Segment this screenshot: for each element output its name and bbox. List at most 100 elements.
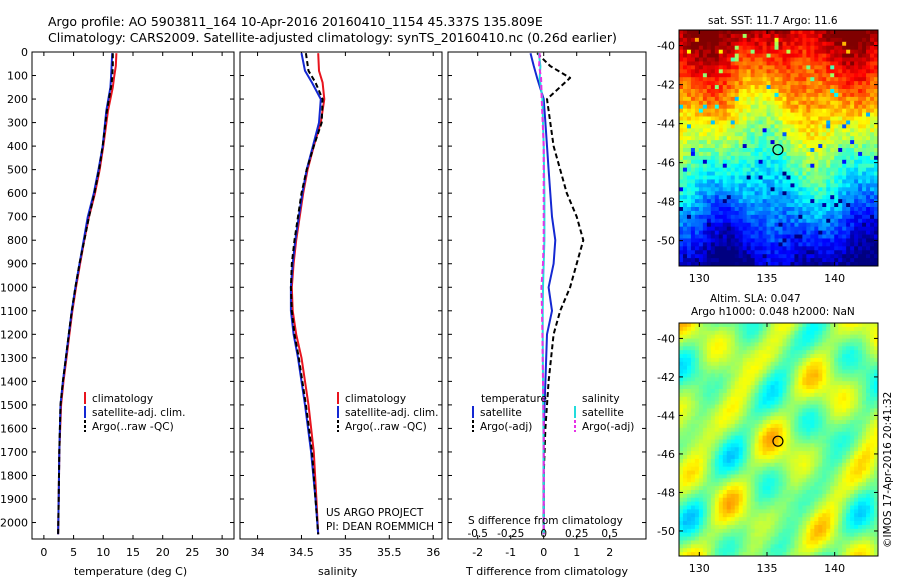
map-cell bbox=[786, 346, 791, 351]
map-cell bbox=[762, 45, 767, 51]
map-cell bbox=[706, 175, 712, 180]
map-cell bbox=[710, 49, 716, 54]
map-cell bbox=[874, 104, 879, 110]
map-cell bbox=[838, 104, 843, 110]
map-cell bbox=[726, 254, 732, 259]
map-cell bbox=[854, 400, 859, 405]
map-cell bbox=[762, 53, 767, 58]
map-cell bbox=[866, 187, 871, 192]
map-cell bbox=[782, 163, 787, 169]
map-cell bbox=[814, 89, 819, 94]
map-cell bbox=[870, 250, 875, 255]
map-cell bbox=[686, 350, 692, 355]
map-cell bbox=[794, 69, 799, 74]
map-cell bbox=[730, 447, 736, 452]
map-cell bbox=[834, 435, 839, 440]
map-cell bbox=[702, 128, 708, 133]
map-cell bbox=[814, 392, 819, 398]
map-cell bbox=[802, 431, 807, 437]
map-cell bbox=[810, 246, 815, 251]
map-cell bbox=[798, 65, 803, 70]
map-cell bbox=[834, 404, 839, 409]
map-cell bbox=[698, 226, 704, 231]
map-cell bbox=[830, 73, 835, 78]
map-cell bbox=[818, 171, 823, 176]
map-cell bbox=[682, 132, 688, 137]
map-cell bbox=[686, 155, 692, 161]
map-cell bbox=[686, 183, 692, 188]
map-cell bbox=[762, 57, 767, 62]
map-cell bbox=[810, 100, 815, 106]
map-cell bbox=[770, 203, 775, 208]
map-cell bbox=[766, 330, 771, 336]
map-cell bbox=[730, 218, 736, 224]
map-cell bbox=[790, 396, 795, 402]
map-cell bbox=[818, 112, 823, 117]
map-cell bbox=[694, 431, 700, 437]
map-cell bbox=[810, 373, 815, 378]
map-cell bbox=[790, 175, 795, 180]
map-cell bbox=[790, 108, 795, 113]
map-cell bbox=[806, 49, 811, 54]
map-cell bbox=[679, 167, 684, 172]
map-cell bbox=[750, 323, 756, 328]
map-cell bbox=[770, 183, 775, 188]
map-cell bbox=[682, 262, 688, 267]
map-cell bbox=[718, 65, 724, 70]
map-cell bbox=[802, 65, 807, 70]
map-cell bbox=[726, 195, 732, 200]
map-cell bbox=[814, 234, 819, 239]
map-cell bbox=[830, 53, 835, 58]
map-cell bbox=[866, 389, 871, 394]
map-cell bbox=[710, 381, 716, 386]
map-cell bbox=[706, 179, 712, 184]
map-cell bbox=[738, 230, 744, 235]
map-cell bbox=[866, 451, 871, 456]
map-cell bbox=[822, 61, 827, 66]
map-cell bbox=[718, 427, 724, 433]
map-cell bbox=[734, 400, 740, 405]
map-cell bbox=[830, 207, 835, 212]
map-cell bbox=[750, 100, 756, 106]
map-cell bbox=[866, 385, 871, 390]
map-cell bbox=[754, 144, 759, 149]
map-cell bbox=[806, 89, 811, 94]
map-cell bbox=[718, 148, 724, 153]
map-cell bbox=[718, 334, 724, 339]
map-cell bbox=[798, 45, 803, 51]
map-cell bbox=[738, 112, 744, 117]
map-cell bbox=[774, 439, 779, 444]
map-cell bbox=[686, 423, 692, 429]
map-cell bbox=[679, 334, 684, 339]
map-cell bbox=[810, 423, 815, 429]
map-cell bbox=[858, 354, 863, 359]
map-cell bbox=[842, 334, 847, 339]
map-cell bbox=[686, 377, 692, 382]
map-cell bbox=[718, 132, 724, 137]
map-cell bbox=[762, 77, 767, 82]
map-cell bbox=[754, 171, 759, 176]
map-cell bbox=[698, 443, 704, 448]
map-cell bbox=[842, 323, 847, 328]
map-cell bbox=[682, 136, 688, 141]
map-cell bbox=[834, 222, 839, 228]
map-cell bbox=[798, 435, 803, 440]
map-cell bbox=[826, 385, 831, 390]
map-cell bbox=[738, 92, 744, 98]
map-cell bbox=[730, 323, 736, 328]
map-cell bbox=[838, 408, 843, 413]
map-cell bbox=[862, 210, 867, 216]
map-cell bbox=[794, 447, 799, 452]
map-cell bbox=[830, 65, 835, 70]
map-cell bbox=[686, 69, 692, 74]
map-cell bbox=[854, 73, 859, 78]
map-cell bbox=[770, 210, 775, 216]
map-cell bbox=[718, 57, 724, 62]
map-cell bbox=[850, 350, 855, 355]
map-cell bbox=[706, 443, 712, 448]
map-cell bbox=[834, 242, 839, 247]
map-cell bbox=[710, 112, 716, 117]
map-cell bbox=[834, 120, 839, 125]
map-cell bbox=[730, 183, 736, 188]
map-cell bbox=[866, 116, 871, 121]
